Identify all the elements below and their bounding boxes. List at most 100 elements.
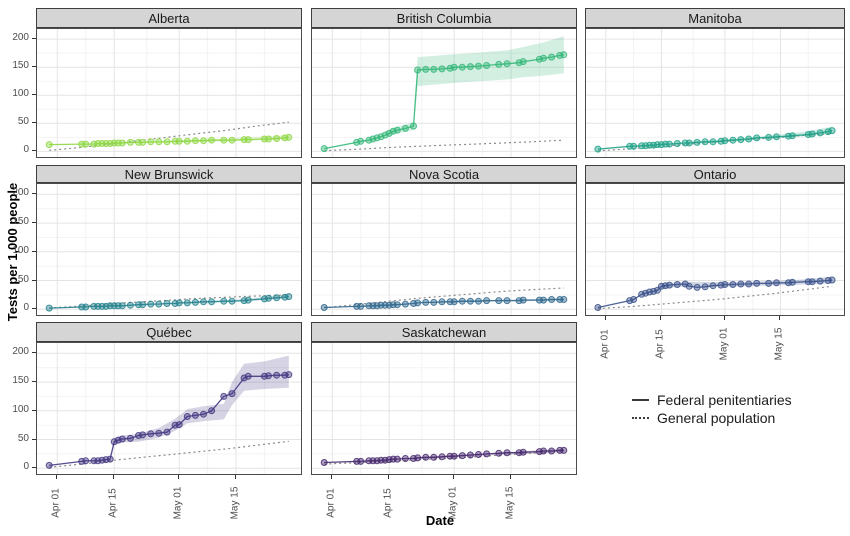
facet-title: Manitoba [688,10,742,26]
facet-manitoba: Manitoba [585,8,845,158]
x-tick-label-text: Apr 01 [599,329,611,359]
y-tick-mark [32,38,36,39]
x-tick-mark [388,475,389,479]
facet-title: British Columbia [396,10,492,26]
x-tick-label: Apr 01 [598,321,612,367]
facet-british-columbia: British Columbia [311,8,577,158]
x-tick-label: May 01 [446,480,460,526]
x-tick-label-text: Apr 15 [382,488,394,518]
y-tick-mark [32,467,36,468]
x-tick-mark [510,475,511,479]
y-tick-label: 50 [17,433,29,444]
x-tick-mark [779,316,780,320]
facet-quebec: Québec [36,322,302,475]
x-tick-label: May 15 [772,321,786,367]
y-tick-label: 200 [12,346,29,357]
legend-item-general: General population [632,409,792,427]
x-tick-mark [56,475,57,479]
y-tick-mark [32,439,36,440]
y-tick-mark [32,280,36,281]
facet-title: Ontario [693,166,737,182]
facet-panel [36,342,302,475]
facet-saskatchewan: Saskatchewan [311,322,577,475]
y-tick-label: 0 [23,144,29,155]
legend-label: Federal penitentiaries [657,392,792,408]
facet-panel [36,183,302,316]
facet-strip: Saskatchewan [311,322,577,342]
legend: Federal penitentiaries General populatio… [632,391,792,427]
facet-title: Québec [146,324,192,340]
y-tick-label: 100 [12,245,29,256]
facet-strip: New Brunswick [36,165,302,183]
x-tick-mark [331,475,332,479]
legend-label: General population [657,410,776,426]
facet-title: Alberta [148,10,190,26]
facet-panel [311,28,577,158]
facet-strip: Manitoba [585,8,845,28]
dotted-line-icon [632,417,649,419]
x-tick-mark [660,316,661,320]
facet-strip: Ontario [585,165,845,183]
y-tick-label: 0 [23,461,29,472]
x-tick-label: Apr 01 [324,480,338,526]
x-tick-label: May 15 [503,480,517,526]
facet-new-brunswick: New Brunswick [36,165,302,316]
x-axis-title: Date [425,513,455,528]
y-tick-label: 150 [12,375,29,386]
y-tick-mark [32,150,36,151]
y-tick-label: 50 [17,116,29,127]
x-tick-label: May 15 [228,480,242,526]
x-tick-mark [453,475,454,479]
y-tick-mark [32,251,36,252]
x-tick-label-text: May 15 [229,486,241,520]
facet-ontario: Ontario [585,165,845,316]
facet-strip: Québec [36,322,302,342]
facet-strip: Nova Scotia [311,165,577,183]
y-tick-mark [32,193,36,194]
facet-panel [311,342,577,475]
x-tick-label: Apr 15 [106,480,120,526]
x-tick-label: Apr 15 [653,321,667,367]
y-tick-label: 100 [12,404,29,415]
x-tick-mark [724,316,725,320]
y-tick-mark [32,94,36,95]
legend-item-federal: Federal penitentiaries [632,391,792,409]
y-tick-mark [32,66,36,67]
facet-alberta: Alberta [36,8,302,158]
y-tick-label: 50 [17,274,29,285]
x-tick-mark [235,475,236,479]
y-tick-label: 0 [23,302,29,313]
x-tick-label-text: May 01 [718,327,730,361]
x-tick-label: May 01 [171,480,185,526]
x-tick-label-text: Apr 15 [107,488,119,518]
y-tick-mark [32,122,36,123]
facet-title: Saskatchewan [401,324,487,340]
x-tick-label-text: May 01 [172,486,184,520]
y-tick-mark [32,308,36,309]
y-tick-label: 200 [12,32,29,43]
x-tick-label: Apr 01 [49,480,63,526]
facet-title: New Brunswick [124,166,214,182]
x-tick-label-text: Apr 01 [325,488,337,518]
y-tick-label: 150 [12,216,29,227]
facet-strip: British Columbia [311,8,577,28]
facet-panel [36,28,302,158]
facet-panel [311,183,577,316]
y-tick-mark [32,352,36,353]
facet-title: Nova Scotia [408,166,480,182]
x-tick-label-text: Apr 15 [654,329,666,359]
x-tick-mark [605,316,606,320]
facet-panel [585,183,845,316]
y-tick-label: 150 [12,60,29,71]
x-tick-label-text: May 15 [504,486,516,520]
facet-nova-scotia: Nova Scotia [311,165,577,316]
y-tick-mark [32,381,36,382]
x-tick-label: Apr 15 [381,480,395,526]
facet-panel [585,28,845,158]
x-tick-label-text: May 01 [447,486,459,520]
x-tick-label-text: Apr 01 [50,488,62,518]
solid-line-icon [632,399,649,401]
x-tick-label-text: May 15 [773,327,785,361]
y-tick-label: 200 [12,187,29,198]
